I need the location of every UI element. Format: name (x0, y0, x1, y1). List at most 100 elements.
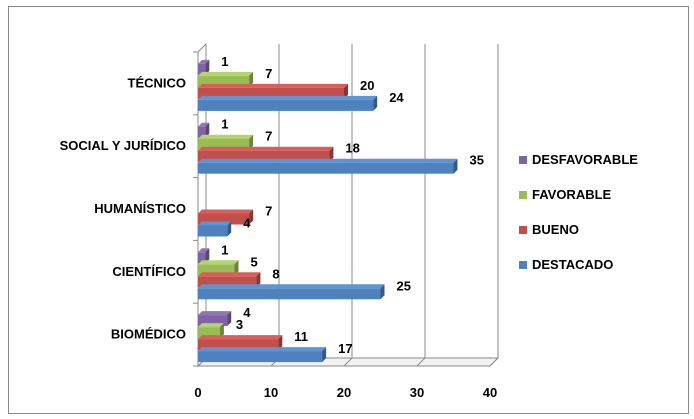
bar-desfavorable (198, 248, 210, 264)
bar-side-face (227, 311, 232, 327)
bar-front-face (198, 225, 228, 237)
value-label: 24 (389, 90, 404, 105)
category-label: TÉCNICO (128, 75, 187, 90)
legend-item-bueno: BUENO (519, 222, 579, 237)
bar-top-face (198, 311, 232, 316)
bar-front-face (198, 213, 250, 225)
bar-destacado (198, 221, 232, 237)
bar-top-face (198, 221, 232, 226)
legend: DESFAVORABLE FAVORABLE BUENO DESTACADO (519, 152, 638, 272)
legend-label: DESTACADO (532, 257, 613, 272)
bar-favorable (198, 323, 224, 339)
bar-front-face (198, 276, 257, 288)
bar-top-face (198, 59, 210, 64)
category-labels: BIOMÉDICO CIENTÍFICO HUMANÍSTICO SOCIAL Y J… (60, 75, 186, 341)
x-tick-label: 40 (483, 385, 497, 400)
bar-front-face (198, 315, 228, 327)
bar-side-face (205, 59, 210, 75)
gridline-floor (343, 357, 353, 367)
bar-top-face (198, 284, 385, 289)
bar-bueno (198, 272, 261, 288)
bar-top-face (198, 71, 254, 76)
value-label: 4 (243, 305, 251, 320)
value-label: 7 (265, 66, 272, 81)
value-label: 35 (470, 153, 484, 168)
tick-labels: 0 10 20 30 40 (194, 385, 497, 400)
value-label: 17 (338, 341, 352, 356)
bar-destacado (198, 284, 385, 300)
category-label: HUMANÍSTICO (94, 201, 186, 216)
bar-top-face (198, 122, 210, 127)
bar-top-face (198, 260, 239, 265)
value-label: 18 (345, 141, 359, 156)
bar-destacado (198, 347, 327, 363)
bar-top-face (198, 335, 283, 340)
chart-frame (8, 6, 689, 414)
bar-front-face (198, 162, 454, 174)
bar-top-face (198, 146, 334, 151)
category-label: SOCIAL Y JURÍDICO (60, 138, 186, 153)
category-label: BIOMÉDICO (111, 327, 186, 342)
x-tick-label: 30 (410, 385, 424, 400)
bar-favorable (198, 260, 239, 276)
bar-top-face (198, 83, 348, 88)
legend-label: FAVORABLE (532, 187, 612, 202)
value-label: 8 (272, 266, 279, 281)
bar-side-face (278, 335, 283, 351)
bar-side-face (205, 122, 210, 138)
value-label: 25 (397, 278, 411, 293)
legend-item-favorable: FAVORABLE (519, 187, 612, 202)
bar-top-face (198, 323, 224, 328)
bar-front-face (198, 63, 206, 75)
bar-bueno (198, 335, 283, 351)
bar-desfavorable (198, 59, 210, 75)
bar-side-face (249, 71, 254, 87)
bar-side-face (329, 146, 334, 162)
category-label: CIENTÍFICO (112, 264, 186, 279)
x-tick-label: 20 (337, 385, 351, 400)
bar-desfavorable (198, 311, 232, 327)
legend-item-destacado: DESTACADO (519, 257, 613, 272)
bar-side-face (249, 134, 254, 150)
bar-side-face (219, 323, 224, 339)
bar-front-face (198, 327, 220, 339)
legend-swatch (519, 156, 527, 164)
bar-front-face (198, 351, 323, 363)
legend-swatch (519, 226, 527, 234)
bar-side-face (234, 260, 239, 276)
bar-top-face (198, 248, 210, 253)
legend-swatch (519, 261, 527, 269)
legend-item-desfavorable: DESFAVORABLE (519, 152, 638, 167)
legend-label: DESFAVORABLE (532, 152, 638, 167)
bar-top-face (198, 95, 378, 100)
bar-side-face (322, 347, 327, 363)
legend-label: BUENO (532, 222, 579, 237)
bar-desfavorable (198, 122, 210, 138)
bar-front-face (198, 339, 279, 351)
value-label: 7 (265, 204, 272, 219)
bar-side-face (373, 95, 378, 111)
bar-destacado (198, 95, 378, 111)
bar-front-face (198, 138, 250, 150)
bar-front-face (198, 150, 330, 162)
bar-side-face (249, 209, 254, 225)
bar-side-face (344, 83, 348, 99)
bar-bueno (198, 83, 348, 99)
bar-side-face (453, 158, 458, 174)
bar-top-face (198, 272, 261, 277)
bar-bueno (198, 209, 254, 225)
value-label: 11 (294, 329, 308, 344)
bar-favorable (198, 71, 254, 87)
bar-top-face (198, 209, 254, 214)
value-label: 1 (221, 117, 228, 132)
value-label: 1 (221, 54, 228, 69)
bar-front-face (198, 75, 250, 87)
bar-favorable (198, 134, 254, 150)
bar-side-face (256, 272, 261, 288)
bar-front-face (198, 99, 374, 111)
bar-front-face (198, 252, 206, 264)
value-label: 1 (221, 242, 228, 257)
bar-side-face (227, 221, 232, 237)
